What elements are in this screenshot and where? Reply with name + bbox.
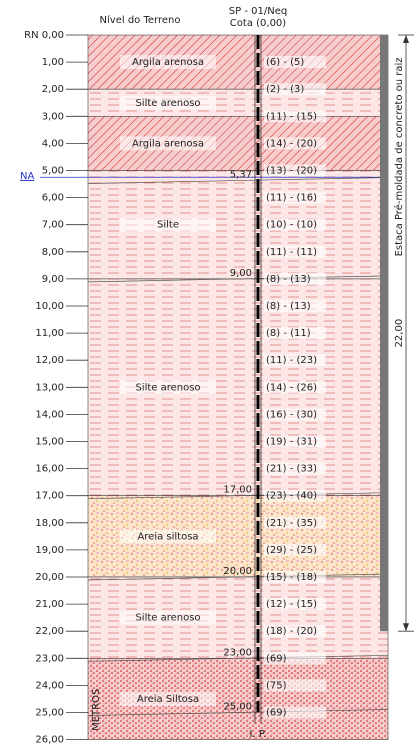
depth-label: 1,00 — [42, 57, 64, 68]
layer-label: Silte — [157, 220, 179, 231]
spt-value: (10) - (10) — [266, 220, 317, 231]
spt-value: (21) - (33) — [266, 464, 317, 475]
depth-label: 7,00 — [42, 220, 64, 231]
boundary-label: 20,00 — [223, 566, 252, 577]
spt-value: (18) - (20) — [266, 626, 317, 637]
depth-label: 4,00 — [42, 138, 64, 149]
spt-value: (8) - (13) — [266, 301, 311, 312]
spt-value: (13) - (20) — [266, 166, 317, 177]
depth-label: 21,00 — [35, 599, 64, 610]
depth-label: 3,00 — [42, 111, 64, 122]
layer-label: Silte arenoso — [135, 98, 200, 109]
depth-label: 14,00 — [35, 409, 64, 420]
spt-value: (8) - (13) — [266, 274, 311, 285]
end-label: I. P. — [250, 729, 267, 740]
pile-label: Estaca Pré-moldada de concreto ou raiz — [393, 57, 405, 256]
depth-label: 23,00 — [35, 653, 64, 664]
soil-profile: Nível do Terreno SP - 01/Neq Cota (0,00)… — [0, 0, 420, 749]
spt-value: (12) - (15) — [266, 599, 317, 610]
depth-label: 20,00 — [35, 572, 64, 583]
spt-value: (8) - (11) — [266, 328, 311, 339]
dimension-label: 22,00 — [394, 319, 405, 348]
pile-bar — [380, 35, 388, 631]
layer-label: Areia siltosa — [137, 531, 198, 542]
depth-label: 18,00 — [35, 518, 64, 529]
spt-value: (69) — [266, 653, 287, 664]
spt-value: (69) — [266, 708, 287, 719]
boundary-label: 23,00 — [223, 647, 252, 658]
depth-label: 25,00 — [35, 708, 64, 719]
depth-label: 10,00 — [35, 301, 64, 312]
spt-value: (11) - (15) — [266, 111, 317, 122]
spt-value: (23) - (40) — [266, 491, 317, 502]
spt-value: (14) - (20) — [266, 138, 317, 149]
depth-label: 13,00 — [35, 382, 64, 393]
elevation-title: Cota (0,00) — [230, 18, 286, 29]
depth-label: 16,00 — [35, 464, 64, 475]
depth-label: 8,00 — [42, 247, 64, 258]
layer-label: Silte arenoso — [135, 613, 200, 624]
spt-value: (19) - (31) — [266, 437, 317, 448]
depth-label: 6,00 — [42, 193, 64, 204]
depth-label: RN 0,00 — [24, 30, 64, 41]
boundary-label: 5,37 — [230, 170, 252, 181]
boundary-label: 9,00 — [230, 268, 252, 279]
spt-value: (21) - (35) — [266, 518, 317, 529]
boundary-label: 17,00 — [223, 485, 252, 496]
depth-label: 5,00 — [42, 166, 64, 177]
water-level-label: NA — [20, 171, 34, 182]
spt-value: (2) - (3) — [266, 84, 304, 95]
spt-value: (11) - (16) — [266, 193, 317, 204]
depth-label: 24,00 — [35, 680, 64, 691]
depth-label: 12,00 — [35, 355, 64, 366]
layer-label: Silte arenoso — [135, 382, 200, 393]
depth-label: 11,00 — [35, 328, 64, 339]
units-label: METROS — [91, 689, 102, 731]
spt-value: (29) - (25) — [266, 545, 317, 556]
depth-label: 9,00 — [42, 274, 64, 285]
spt-value: (11) - (11) — [266, 247, 317, 258]
depth-label: 15,00 — [35, 437, 64, 448]
depth-label: 2,00 — [42, 84, 64, 95]
spt-value: (11) - (23) — [266, 355, 317, 366]
layer-label: Argila arenosa — [132, 57, 204, 68]
depth-label: 17,00 — [35, 491, 64, 502]
spt-value: (15) - (18) — [266, 572, 317, 583]
layer-label: Argila arenosa — [132, 138, 204, 149]
spt-value: (16) - (30) — [266, 409, 317, 420]
spt-value: (14) - (26) — [266, 382, 317, 393]
ground-level-title: Nível do Terreno — [100, 14, 181, 26]
depth-label: 26,00 — [35, 735, 64, 746]
spt-value: (6) - (5) — [266, 57, 304, 68]
borehole-title: SP - 01/Neq — [229, 6, 287, 17]
layer-label: Areia Siltosa — [137, 694, 199, 705]
depth-label: 19,00 — [35, 545, 64, 556]
spt-value: (75) — [266, 680, 287, 691]
boundary-label: 25,00 — [223, 702, 252, 713]
depth-label: 22,00 — [35, 626, 64, 637]
